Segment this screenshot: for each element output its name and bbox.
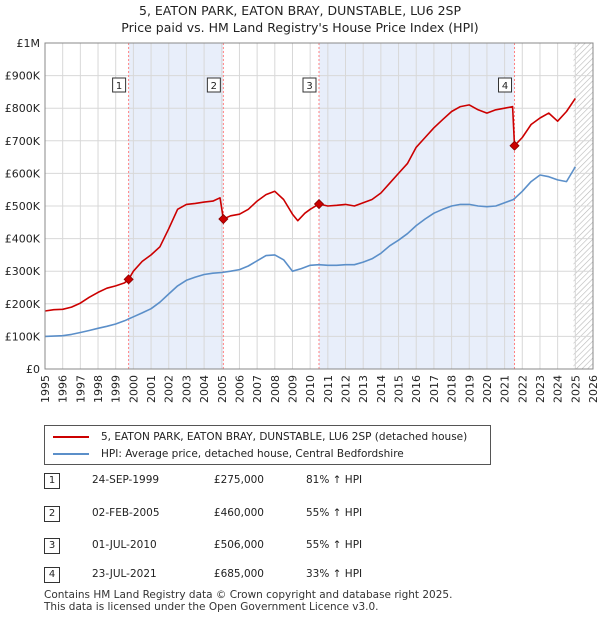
sale-price: £506,000 [213, 539, 264, 551]
x-tick-label: 2007 [251, 375, 264, 403]
legend-swatch-hpi [53, 452, 89, 455]
x-tick-label: 2014 [375, 375, 388, 403]
x-tick-label: 2009 [286, 375, 299, 403]
sale-date: 01-JUL-2010 [92, 539, 157, 551]
x-tick-label: 2008 [269, 375, 282, 403]
sale-price: £685,000 [213, 568, 264, 580]
y-tick-label: £1M [17, 37, 41, 50]
y-tick-label: £200K [5, 298, 41, 311]
legend-item-property: 5, EATON PARK, EATON BRAY, DUNSTABLE, LU… [53, 428, 467, 445]
sale-marker-box [498, 77, 513, 93]
sale-date: 02-FEB-2005 [92, 507, 160, 519]
sale-marker-box [302, 77, 317, 93]
x-tick-label: 2005 [216, 375, 229, 403]
sale-price: £460,000 [213, 507, 264, 519]
y-tick-label: £100K [5, 330, 41, 343]
sale-date: 24-SEP-1999 [92, 474, 160, 486]
x-tick-label: 2020 [481, 375, 494, 403]
x-tick-label: 2015 [393, 375, 406, 403]
y-tick-label: £900K [5, 70, 41, 83]
x-tick-label: 1998 [92, 375, 105, 403]
footer: Contains HM Land Registry data © Crown c… [44, 589, 452, 613]
x-tick-label: 2000 [127, 375, 140, 403]
footer-licence: This data is licensed under the Open Gov… [44, 601, 379, 613]
sale-hpi-change: 33% ↑ HPI [306, 568, 363, 580]
y-tick-label: £300K [5, 265, 41, 278]
y-tick-label: £400K [5, 233, 41, 246]
price-chart: 1 2 3 4 £0 £100K £200K £300K £400K £500K £600K £70… [5, 37, 600, 403]
sale-marker-label: 3 [306, 81, 312, 92]
x-tick-label: 1995 [39, 375, 52, 403]
x-tick-label: 1999 [110, 375, 123, 403]
sale-point [313, 198, 325, 210]
y-tick-label: £500K [5, 200, 41, 213]
sale-marker-label: 4 [502, 81, 508, 92]
y-tick-label: £700K [5, 135, 41, 148]
sale-hpi-change: 55% ↑ HPI [306, 507, 363, 519]
x-tick-label: 1996 [57, 375, 70, 403]
sale-number: 3 [44, 538, 60, 554]
x-tick-label: 2026 [587, 375, 600, 403]
sale-marker-box [206, 77, 221, 93]
sale-marker-label: 1 [116, 81, 122, 92]
x-tick-label: 2017 [428, 375, 441, 403]
sale-point [218, 213, 229, 225]
legend-label-hpi: HPI: Average price, detached house, Cent… [101, 447, 404, 460]
sale-marker-box [112, 77, 127, 93]
sale-hpi-change: 55% ↑ HPI [306, 539, 363, 551]
x-tick-label: 2013 [357, 375, 370, 403]
sale-hpi-change: 81% ↑ HPI [306, 474, 363, 486]
x-tick-label: 2012 [340, 375, 353, 403]
x-tick-label: 2018 [446, 375, 459, 403]
chart-subtitle: Price paid vs. HM Land Registry's House … [121, 20, 479, 35]
x-tick-label: 2001 [145, 375, 158, 403]
sale-date: 23-JUL-2021 [92, 568, 157, 580]
x-tick-label: 2025 [569, 375, 582, 403]
x-tick-label: 2003 [180, 375, 193, 403]
property-price-line [44, 97, 576, 312]
sale-number: 4 [44, 567, 60, 583]
y-tick-label: £0 [26, 363, 40, 376]
hpi-line [44, 166, 576, 338]
x-tick-label: 2016 [410, 375, 423, 403]
sale-point [509, 140, 520, 151]
sale-marker-label: 2 [211, 81, 217, 92]
legend-item-hpi: HPI: Average price, detached house, Cent… [53, 445, 404, 462]
footer-copyright: Contains HM Land Registry data © Crown c… [44, 589, 453, 601]
x-tick-label: 2011 [322, 375, 335, 403]
x-tick-label: 2006 [233, 375, 246, 403]
x-tick-label: 2022 [516, 375, 529, 403]
sale-number: 1 [44, 473, 60, 489]
y-tick-label: £800K [5, 102, 41, 115]
chart-title: 5, EATON PARK, EATON BRAY, DUNSTABLE, LU… [139, 3, 461, 18]
legend-label-property: 5, EATON PARK, EATON BRAY, DUNSTABLE, LU… [101, 430, 468, 443]
x-tick-label: 2010 [304, 375, 317, 403]
sale-number: 2 [44, 506, 60, 522]
x-tick-label: 2004 [198, 375, 211, 403]
y-tick-label: £600K [5, 167, 41, 180]
x-tick-label: 2002 [163, 375, 176, 403]
x-tick-label: 1997 [74, 375, 87, 403]
sale-point [123, 274, 134, 285]
x-tick-label: 2024 [552, 375, 565, 403]
x-tick-label: 2019 [463, 375, 476, 403]
plot-frame [44, 42, 594, 370]
legend: 5, EATON PARK, EATON BRAY, DUNSTABLE, LU… [44, 425, 491, 465]
sale-price: £275,000 [213, 474, 264, 486]
x-tick-label: 2021 [499, 375, 512, 403]
x-tick-label: 2023 [534, 375, 547, 403]
legend-swatch-property [53, 435, 89, 438]
